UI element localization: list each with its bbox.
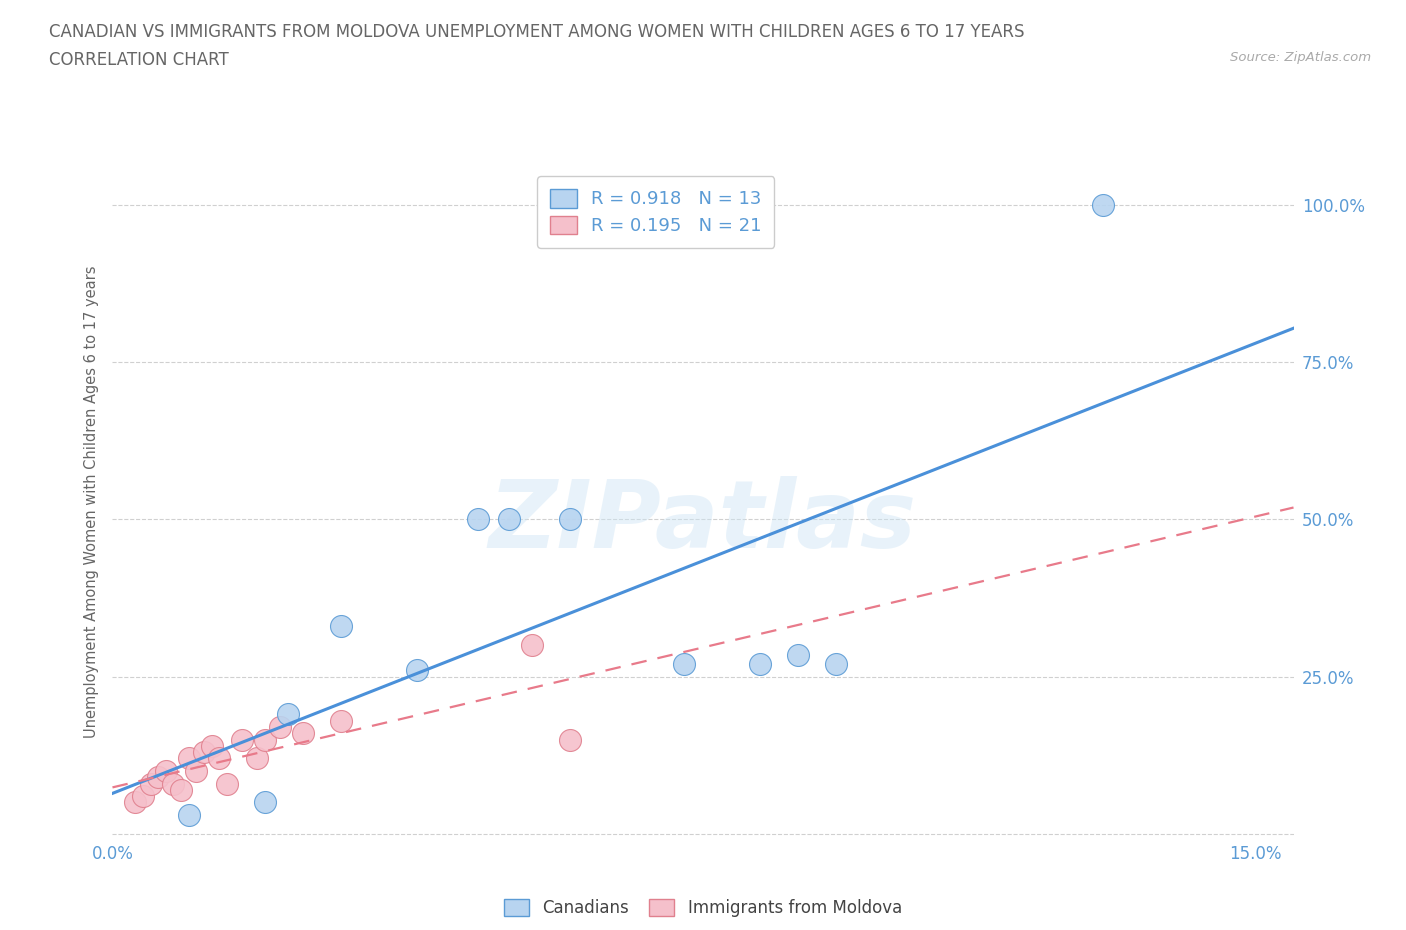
Text: CANADIAN VS IMMIGRANTS FROM MOLDOVA UNEMPLOYMENT AMONG WOMEN WITH CHILDREN AGES : CANADIAN VS IMMIGRANTS FROM MOLDOVA UNEM… xyxy=(49,23,1025,41)
Text: ZIPatlas: ZIPatlas xyxy=(489,476,917,568)
Point xyxy=(155,764,177,778)
Text: CORRELATION CHART: CORRELATION CHART xyxy=(49,51,229,69)
Point xyxy=(825,657,848,671)
Point xyxy=(558,512,581,527)
Point xyxy=(208,751,231,765)
Point xyxy=(246,751,269,765)
Point xyxy=(253,732,276,747)
Point xyxy=(520,638,543,653)
Point xyxy=(291,725,314,740)
Point xyxy=(277,707,299,722)
Point xyxy=(215,777,238,791)
Point xyxy=(558,732,581,747)
Point xyxy=(330,619,353,634)
Point xyxy=(269,720,291,735)
Point xyxy=(330,713,353,728)
Point xyxy=(177,807,200,822)
Point xyxy=(200,738,222,753)
Point xyxy=(139,777,162,791)
Point xyxy=(193,745,215,760)
Y-axis label: Unemployment Among Women with Children Ages 6 to 17 years: Unemployment Among Women with Children A… xyxy=(83,266,98,738)
Point xyxy=(498,512,520,527)
Point xyxy=(406,663,429,678)
Point xyxy=(177,751,200,765)
Point xyxy=(749,657,772,671)
Point xyxy=(467,512,489,527)
Point xyxy=(672,657,695,671)
Point xyxy=(170,782,193,797)
Point xyxy=(787,647,810,662)
Point xyxy=(124,795,146,810)
Legend: Canadians, Immigrants from Moldova: Canadians, Immigrants from Moldova xyxy=(498,892,908,923)
Point xyxy=(186,764,208,778)
Point xyxy=(253,795,276,810)
Point xyxy=(132,789,155,804)
Point xyxy=(162,777,184,791)
Text: Source: ZipAtlas.com: Source: ZipAtlas.com xyxy=(1230,51,1371,64)
Point xyxy=(148,770,170,785)
Point xyxy=(231,732,253,747)
Point xyxy=(1092,198,1115,213)
